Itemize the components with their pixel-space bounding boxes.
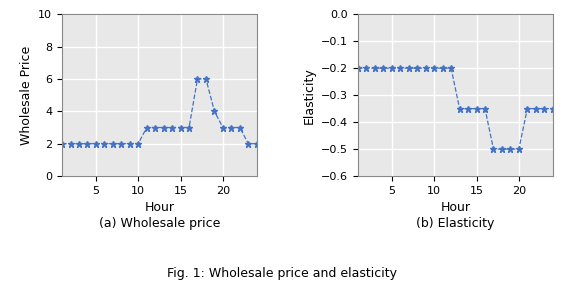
X-axis label: Hour: Hour xyxy=(440,201,470,214)
Text: (b) Elasticity: (b) Elasticity xyxy=(416,217,495,230)
Text: (a) Wholesale price: (a) Wholesale price xyxy=(99,217,220,230)
Y-axis label: Wholesale Price: Wholesale Price xyxy=(20,45,33,145)
Text: Fig. 1: Wholesale price and elasticity: Fig. 1: Wholesale price and elasticity xyxy=(167,267,397,280)
Y-axis label: Elasticity: Elasticity xyxy=(303,67,316,124)
X-axis label: Hour: Hour xyxy=(144,201,174,214)
